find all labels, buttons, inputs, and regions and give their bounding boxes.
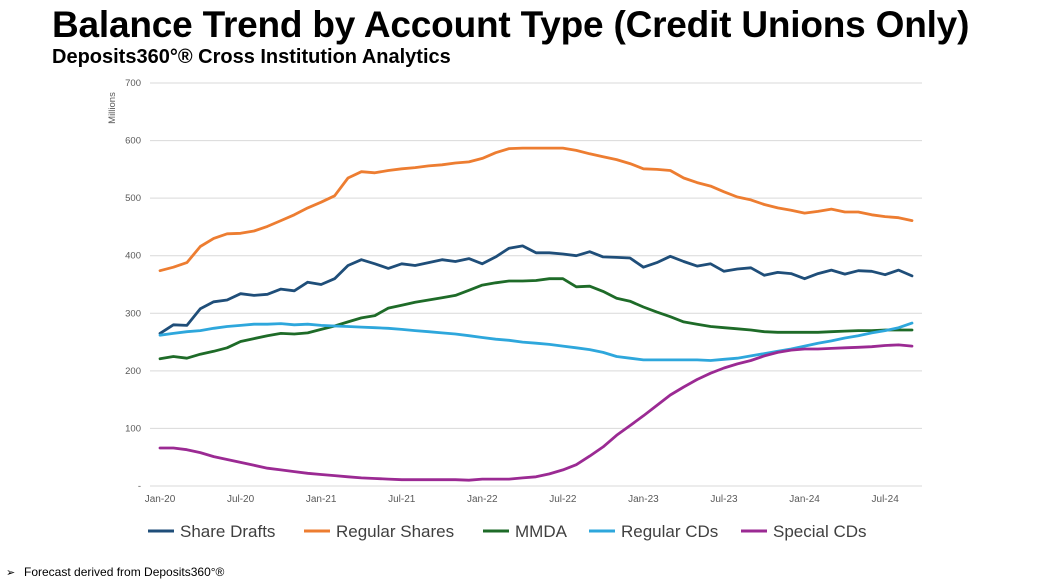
series-line-mmda [158,277,914,361]
legend-label-regular-shares: Regular Shares [336,522,454,541]
x-tick-label: Jul-24 [872,494,900,505]
x-tick-label: Jul-21 [388,494,416,505]
legend: Share Drafts Regular Shares MMDA Regular CD… [148,522,867,541]
legend-label-special-cds: Special CDs [773,522,867,541]
grid-lines [150,82,922,487]
bullet-arrow-icon: ➢ [6,567,16,579]
footnote: ➢ Forecast derived from Deposits360°® [6,565,224,579]
y-tick-label: 600 [125,136,141,147]
series-line-regular-cds [158,321,914,362]
legend-label-regular-cds: Regular CDs [621,522,718,541]
series-line-special-cds [158,343,914,482]
x-tick-label: Jul-22 [549,494,577,505]
x-tick-label: Jan-21 [306,494,337,505]
line-chart: - 100 200 300 400 500 600 700 Millions Jan-20 Jul-… [107,78,922,541]
y-tick-label: 100 [125,423,141,434]
x-tick-label: Jan-24 [789,494,820,505]
x-tick-label: Jan-22 [467,494,498,505]
y-tick-label: 300 [125,308,141,319]
y-axis-title: Millions [107,92,118,124]
chart-title: Balance Trend by Account Type (Credit Un… [52,4,970,45]
y-tick-label: 700 [125,78,141,89]
x-tick-label: Jul-23 [710,494,738,505]
x-tick-label: Jan-23 [628,494,659,505]
axes: - 100 200 300 400 500 600 700 Millions Jan-20 Jul-… [107,78,899,505]
footnote-text: Forecast derived from Deposits360°® [24,565,225,579]
legend-label-share-drafts: Share Drafts [180,522,275,541]
y-tick-label: 500 [125,193,141,204]
series-line-regular-shares [158,146,914,273]
y-tick-label: 200 [125,366,141,377]
x-tick-label: Jan-20 [145,494,176,505]
series-lines [158,146,914,482]
y-tick-label: 400 [125,251,141,262]
chart-subtitle: Deposits360°® Cross Institution Analytic… [52,46,451,68]
series-line-share-drafts [158,244,914,335]
legend-label-mmda: MMDA [515,522,568,541]
x-tick-label: Jul-20 [227,494,255,505]
y-tick-label: - [138,481,141,492]
